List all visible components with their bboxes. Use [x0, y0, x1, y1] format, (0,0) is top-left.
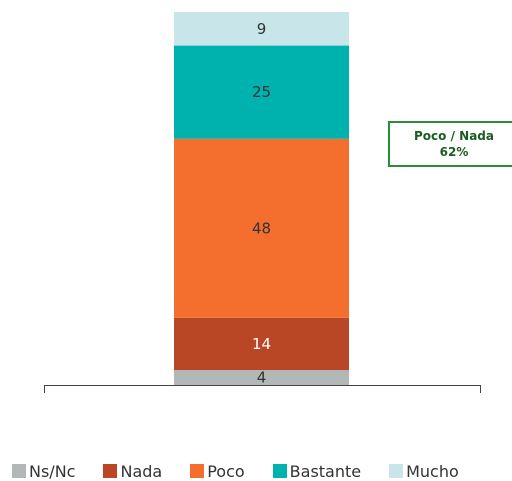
data-label-ns-nc: 4 — [257, 369, 267, 387]
legend-swatch-ns-nc — [12, 464, 26, 478]
legend-label-ns-nc: Ns/Nc — [29, 461, 76, 481]
data-label-nada: 14 — [252, 335, 271, 353]
bar-segment-ns-nc — [174, 370, 349, 385]
bar-segment-bastante — [174, 45, 349, 139]
callout-label: Poco / Nada — [414, 129, 494, 143]
legend-item-ns-nc: Ns/Nc — [12, 462, 75, 481]
legend-label-poco: Poco — [207, 461, 245, 481]
legend-label-bastante: Bastante — [289, 461, 362, 481]
legend-swatch-nada — [103, 464, 118, 478]
legend-item-poco: Poco — [190, 461, 245, 481]
data-label-poco: 48 — [252, 219, 271, 237]
data-label-mucho: 9 — [257, 20, 267, 38]
bar-segment-nada — [174, 317, 349, 371]
legend-item-mucho: Mucho — [389, 462, 459, 481]
callout-value: 62% — [439, 145, 469, 159]
legend-label-mucho: Mucho — [406, 461, 459, 481]
legend-swatch-bastante — [272, 464, 287, 478]
bar-segment-mucho — [174, 12, 349, 46]
legend-swatch-poco — [190, 464, 205, 478]
legend-item-bastante: Bastante — [272, 461, 362, 481]
legend-label-nada: Nada — [120, 461, 163, 481]
legend: Ns/Nc Nada Poco Bastante Mucho — [12, 461, 459, 481]
bar-group: 4 14 48 25 9 — [174, 12, 349, 387]
legend-item-nada: Nada — [103, 462, 162, 481]
data-label-bastante: 25 — [252, 83, 271, 101]
poco-nada-callout: Poco / Nada 62% — [388, 121, 512, 167]
bar-segment-poco — [174, 138, 349, 318]
legend-swatch-mucho — [389, 464, 404, 478]
